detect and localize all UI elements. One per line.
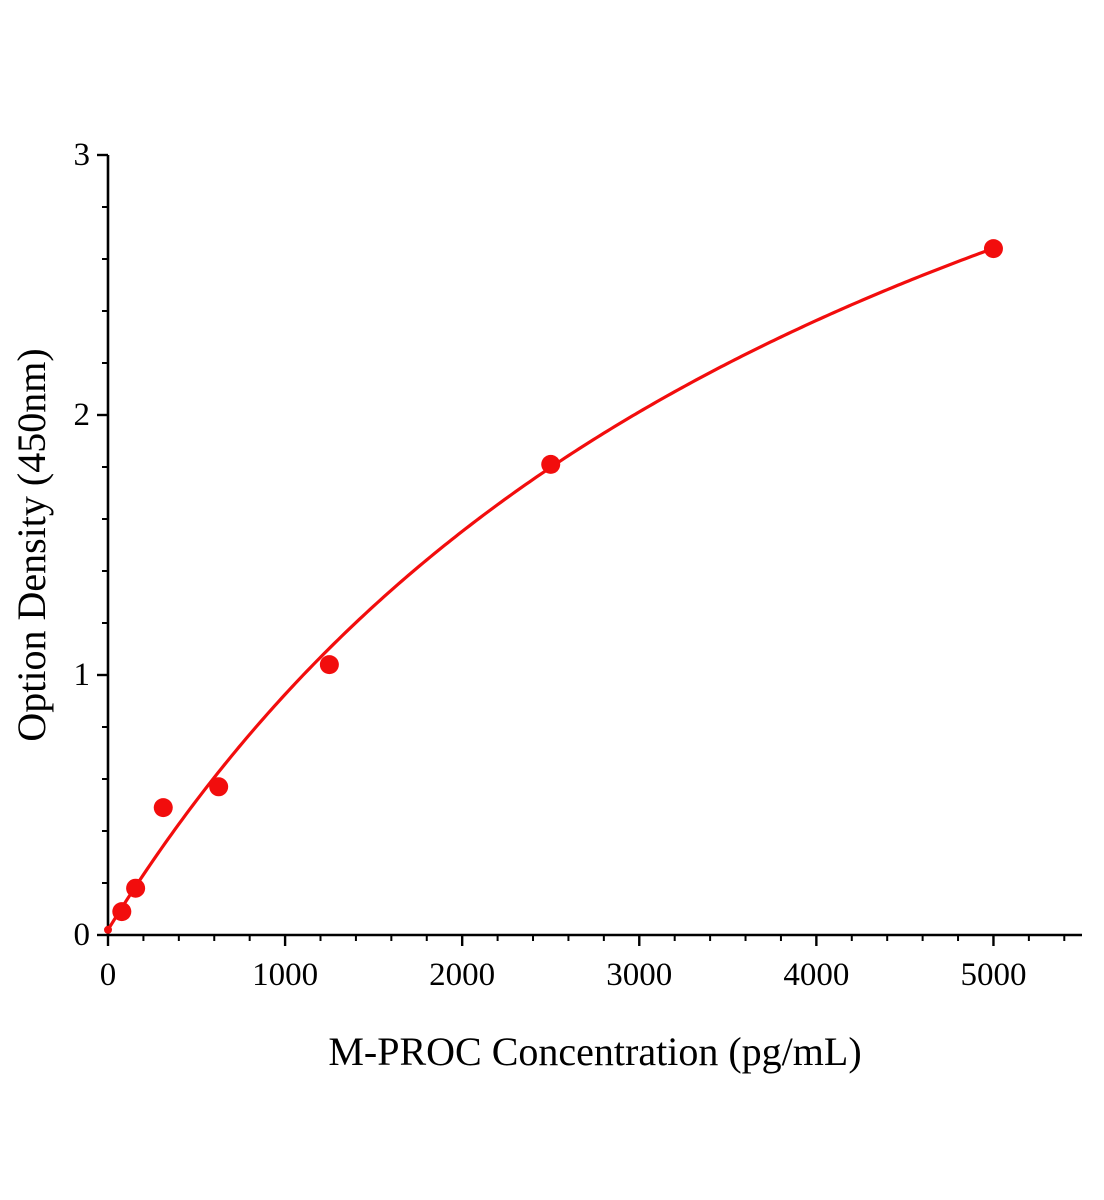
data-point — [153, 798, 173, 818]
data-point — [983, 239, 1003, 259]
data-point — [209, 777, 229, 797]
data-point — [126, 878, 146, 898]
x-tick-label: 2000 — [429, 957, 495, 993]
y-tick-label: 3 — [74, 137, 91, 173]
data-points — [104, 239, 1003, 934]
x-tick-label: 3000 — [606, 957, 672, 993]
y-tick-label: 0 — [74, 917, 91, 953]
x-tick-label: 5000 — [960, 957, 1026, 993]
data-point — [112, 902, 132, 922]
y-axis-title: Option Density (450nm) — [9, 348, 54, 742]
data-point — [541, 454, 561, 474]
x-tick-label: 1000 — [252, 957, 318, 993]
data-point — [104, 925, 112, 934]
x-axis-title: M-PROC Concentration (pg/mL) — [328, 1029, 862, 1074]
axis-ticks: 0 1000 2000 3000 4000 5000 0 1 2 3 — [74, 137, 1066, 993]
y-tick-label: 2 — [74, 397, 91, 433]
x-tick-label: 0 — [100, 957, 117, 993]
data-point — [319, 655, 339, 675]
y-tick-label: 1 — [74, 657, 91, 693]
fit-curve — [106, 246, 996, 932]
x-tick-label: 4000 — [783, 957, 849, 993]
axes — [106, 155, 1082, 937]
